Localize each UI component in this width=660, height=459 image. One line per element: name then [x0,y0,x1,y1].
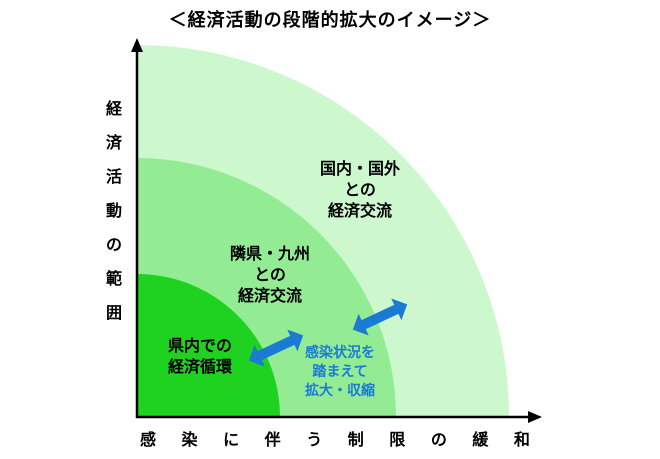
x-axis-char: 緩 [472,430,489,449]
x-axis-char: 制 [347,430,364,449]
zone-label-line: 経済交流 [327,201,392,220]
zone-label-line: 国内・国外 [319,159,400,178]
x-axis-char: う [306,430,323,449]
x-axis-char: 感 [140,430,157,449]
zone-label-line: 県内での [167,336,232,355]
x-axis-arrowhead [528,411,542,423]
x-axis-char: 限 [389,430,406,449]
y-axis-arrowhead [131,38,143,52]
zone-domestic-international-label: 国内・国外 との 経済交流 [300,158,420,221]
x-axis-label: 感 染 に 伴 う 制 限 の 緩 和 [140,426,530,450]
double-arrow-outer-icon [352,298,408,336]
double-arrow-inner-icon [248,329,304,367]
zone-label-line: との [254,265,286,284]
y-axis-char: 経 [105,99,122,118]
zone-prefecture [137,274,280,417]
x-axis-char: に [223,430,240,449]
zone-label-line: との [344,180,376,199]
expand-contract-note: 感染状況を 踏まえて 拡大・収縮 [285,344,395,401]
zone-neighboring-kyushu-label: 隣県・九州 との 経済交流 [210,243,330,306]
y-axis-label: 経 済 活 動 の 範 囲 [103,92,125,330]
y-axis-char: 活 [105,167,122,186]
note-line: 感染状況を [305,345,375,361]
y-axis-char: の [105,235,122,254]
zone-label-line: 経済循環 [167,357,232,376]
zone-label-line: 経済交流 [237,286,302,305]
x-axis-char: の [430,430,447,449]
zone-label-line: 隣県・九州 [229,244,310,263]
x-axis-char: 伴 [264,430,281,449]
y-axis-char: 動 [105,201,122,220]
y-axis-char: 囲 [105,303,122,322]
note-line: 拡大・収縮 [305,383,375,399]
y-axis-char: 範 [105,269,122,288]
diagram-title: ＜経済活動の段階的拡大のイメージ＞ [168,10,492,31]
x-axis-char: 和 [513,430,530,449]
note-line: 踏まえて [312,364,368,380]
zone-prefecture-label: 県内での 経済循環 [150,335,250,377]
x-axis-char: 染 [181,430,198,449]
y-axis-char: 済 [105,133,122,152]
